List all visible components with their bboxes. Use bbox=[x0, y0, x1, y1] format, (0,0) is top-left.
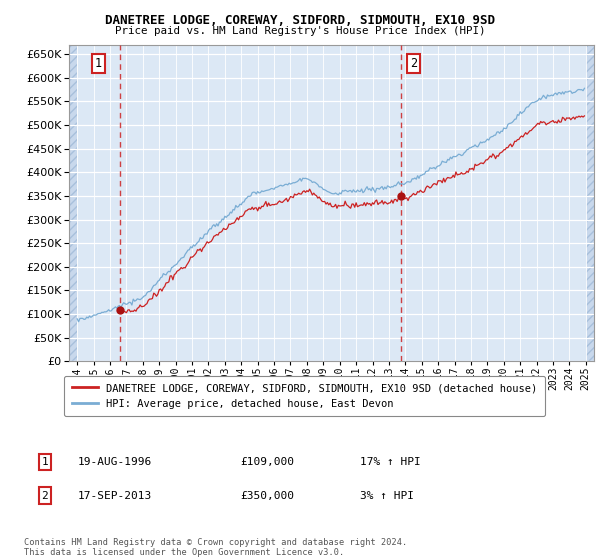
Text: DANETREE LODGE, COREWAY, SIDFORD, SIDMOUTH, EX10 9SD: DANETREE LODGE, COREWAY, SIDFORD, SIDMOU… bbox=[105, 14, 495, 27]
Text: 2: 2 bbox=[41, 491, 49, 501]
Text: £109,000: £109,000 bbox=[240, 457, 294, 467]
Legend: DANETREE LODGE, COREWAY, SIDFORD, SIDMOUTH, EX10 9SD (detached house), HPI: Aver: DANETREE LODGE, COREWAY, SIDFORD, SIDMOU… bbox=[64, 376, 545, 416]
Text: 3% ↑ HPI: 3% ↑ HPI bbox=[360, 491, 414, 501]
Text: 1: 1 bbox=[95, 57, 102, 70]
Text: 17% ↑ HPI: 17% ↑ HPI bbox=[360, 457, 421, 467]
Bar bbox=[586, 45, 594, 361]
Text: 19-AUG-1996: 19-AUG-1996 bbox=[78, 457, 152, 467]
Bar bbox=[69, 45, 77, 361]
Text: 2: 2 bbox=[410, 57, 417, 70]
Text: Price paid vs. HM Land Registry's House Price Index (HPI): Price paid vs. HM Land Registry's House … bbox=[115, 26, 485, 36]
Text: 1: 1 bbox=[41, 457, 49, 467]
Text: Contains HM Land Registry data © Crown copyright and database right 2024.
This d: Contains HM Land Registry data © Crown c… bbox=[24, 538, 407, 557]
Text: £350,000: £350,000 bbox=[240, 491, 294, 501]
Text: 17-SEP-2013: 17-SEP-2013 bbox=[78, 491, 152, 501]
